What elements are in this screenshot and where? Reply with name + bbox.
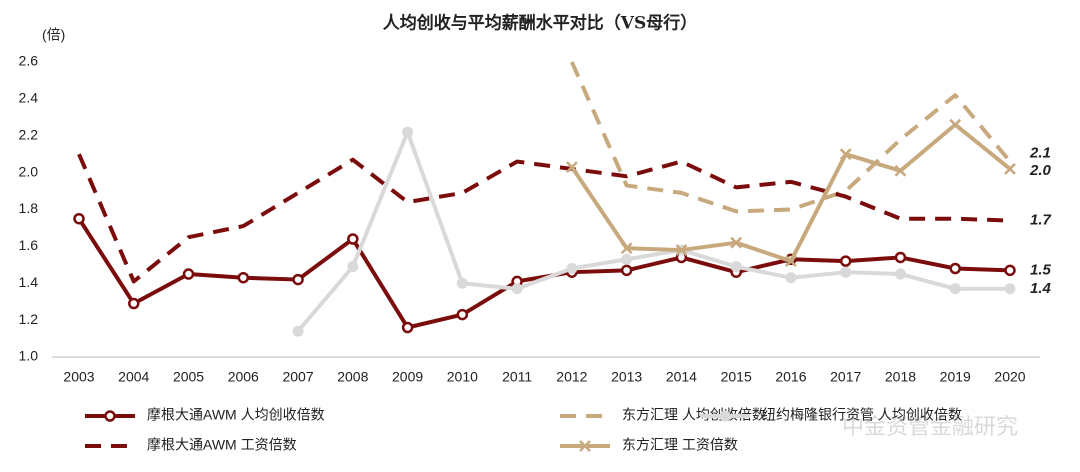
x-tick-label: 2013	[611, 369, 642, 385]
data-point	[949, 118, 962, 131]
marker-stroke	[785, 255, 797, 268]
x-tick-label: 2010	[447, 369, 478, 385]
data-point	[237, 271, 250, 284]
y-axis-label: (倍)	[42, 27, 65, 43]
data-point	[894, 164, 907, 177]
data-point	[949, 283, 961, 295]
marker-stroke	[579, 440, 591, 452]
legend-label: 摩根大通AWM 工资倍数	[147, 437, 297, 453]
y-tick-label: 1.6	[19, 237, 39, 253]
data-point	[511, 283, 523, 295]
data-label: 1.5	[1030, 261, 1052, 278]
data-point	[565, 161, 578, 173]
x-tick-label: 2019	[940, 369, 971, 385]
x-tick-label: 2015	[721, 369, 752, 385]
x-tick-label: 2005	[173, 369, 204, 385]
marker-stroke	[839, 148, 852, 161]
data-point	[402, 126, 414, 138]
data-point	[894, 251, 907, 264]
data-point	[620, 242, 633, 255]
chart-title: 人均创收与平均薪酬水平对比（VS母行）	[383, 13, 697, 34]
data-point	[621, 253, 633, 265]
data-point	[456, 277, 468, 289]
x-tick-label: 2009	[392, 369, 423, 385]
data-point	[894, 268, 906, 280]
data-point	[1004, 264, 1016, 277]
series-line	[570, 61, 1012, 214]
marker-stroke	[675, 244, 688, 256]
data-point	[1004, 283, 1016, 295]
data-point	[401, 321, 414, 334]
data-point	[128, 297, 140, 310]
data-point	[347, 233, 359, 245]
data-point	[730, 236, 743, 249]
x-tick-label: 2018	[885, 369, 916, 385]
watermark: 中金资管金融研究	[842, 414, 1018, 439]
x-tick-label: 2006	[228, 369, 259, 385]
data-point	[566, 263, 578, 274]
data-point	[1004, 163, 1016, 175]
y-tick-label: 1.4	[19, 274, 39, 290]
data-point	[949, 262, 961, 275]
x-tick-label: 2004	[118, 369, 149, 385]
legend-label: 纽约梅隆银行资管 人均创收倍数	[762, 407, 962, 423]
marker-stroke	[620, 242, 633, 255]
data-point	[785, 255, 797, 268]
data-point	[73, 212, 85, 225]
x-tick-label: 2007	[282, 369, 313, 385]
marker-stroke	[565, 161, 578, 173]
marker-stroke	[730, 236, 743, 249]
data-point	[292, 273, 304, 286]
marker-stroke	[949, 118, 962, 131]
series-line	[77, 153, 1011, 284]
data-point	[347, 261, 359, 273]
legend-item: 纽约梅隆银行资管 人均创收倍数	[700, 407, 962, 423]
data-point	[456, 308, 469, 321]
legend-item: 摩根大通AWM 工资倍数	[85, 437, 297, 453]
legend-label: 摩根大通AWM 人均创收倍数	[147, 407, 325, 423]
data-point	[785, 272, 797, 284]
data-point	[182, 268, 195, 280]
legend-label: 东方汇理 人均创收倍数	[622, 407, 766, 423]
data-point	[730, 261, 742, 273]
x-tick-label: 2017	[830, 369, 861, 385]
legend-marker	[104, 410, 116, 422]
data-label: 1.7	[1030, 212, 1052, 229]
x-tick-label: 2016	[775, 369, 806, 385]
marker-stroke	[1004, 163, 1016, 175]
y-tick-label: 1.2	[19, 311, 39, 327]
data-label: 2.1	[1029, 145, 1051, 162]
data-point	[839, 255, 852, 267]
legend-item: 东方汇理 工资倍数	[560, 437, 738, 453]
data-point	[620, 264, 633, 277]
x-tick-label: 2003	[63, 369, 94, 385]
data-point	[840, 266, 852, 278]
x-tick-label: 2008	[337, 369, 368, 385]
series-line	[570, 122, 1012, 264]
y-tick-label: 2.0	[19, 163, 39, 179]
marker-stroke	[894, 164, 907, 177]
legend-marker	[579, 440, 591, 452]
data-label: 1.4	[1030, 280, 1052, 297]
data-point	[675, 244, 688, 256]
data-point	[839, 148, 852, 161]
x-tick-label: 2012	[556, 369, 587, 385]
legend-marker	[719, 410, 731, 422]
y-tick-label: 2.4	[19, 90, 39, 106]
legend-label: 东方汇理 工资倍数	[622, 437, 738, 453]
y-tick-label: 2.2	[19, 126, 39, 142]
data-point	[292, 325, 304, 337]
x-tick-label: 2014	[666, 369, 697, 385]
x-tick-label: 2020	[994, 369, 1025, 385]
legend-item: 摩根大通AWM 人均创收倍数	[85, 407, 325, 423]
data-label: 2.0	[1029, 162, 1052, 179]
y-tick-label: 1.0	[19, 348, 39, 364]
x-tick-label: 2011	[502, 369, 532, 385]
legend-item: 东方汇理 人均创收倍数	[560, 407, 766, 423]
series-line	[296, 130, 1010, 333]
y-tick-label: 2.6	[19, 53, 39, 69]
y-tick-label: 1.8	[19, 200, 39, 216]
